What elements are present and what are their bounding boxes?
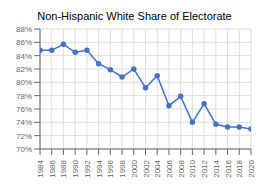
svg-text:76%: 76% [16, 105, 32, 114]
svg-text:78%: 78% [16, 92, 32, 101]
svg-text:2012: 2012 [200, 159, 209, 177]
svg-text:74%: 74% [16, 118, 32, 127]
svg-text:72%: 72% [16, 132, 32, 141]
html-text:Non-Hispanic White Share of El: Non-Hispanic White Share of Electorate [37, 10, 232, 22]
svg-text:2016: 2016 [224, 159, 233, 177]
svg-text:2010: 2010 [188, 159, 197, 177]
svg-text:1990: 1990 [71, 159, 80, 177]
svg-text:1984: 1984 [36, 159, 45, 177]
svg-text:2020: 2020 [247, 159, 256, 177]
svg-text:1992: 1992 [83, 159, 92, 177]
svg-text:2014: 2014 [212, 159, 221, 177]
svg-text:82%: 82% [16, 65, 32, 74]
svg-text:1996: 1996 [106, 159, 115, 177]
svg-text:1986: 1986 [48, 159, 57, 177]
svg-text:80%: 80% [16, 78, 32, 87]
svg-text:1988: 1988 [59, 159, 68, 177]
svg-text:88%: 88% [16, 25, 32, 34]
svg-text:86%: 86% [16, 38, 32, 47]
svg-text:1998: 1998 [118, 159, 127, 177]
svg-text:2008: 2008 [177, 159, 186, 177]
svg-text:2006: 2006 [165, 159, 174, 177]
svg-text:84%: 84% [16, 52, 32, 61]
svg-text:2004: 2004 [153, 159, 162, 177]
svg-text:1994: 1994 [95, 159, 104, 177]
svg-text:2018: 2018 [235, 159, 244, 177]
svg-text:2000: 2000 [130, 159, 139, 177]
svg-text:2002: 2002 [142, 159, 151, 177]
svg-text:70%: 70% [16, 145, 32, 154]
